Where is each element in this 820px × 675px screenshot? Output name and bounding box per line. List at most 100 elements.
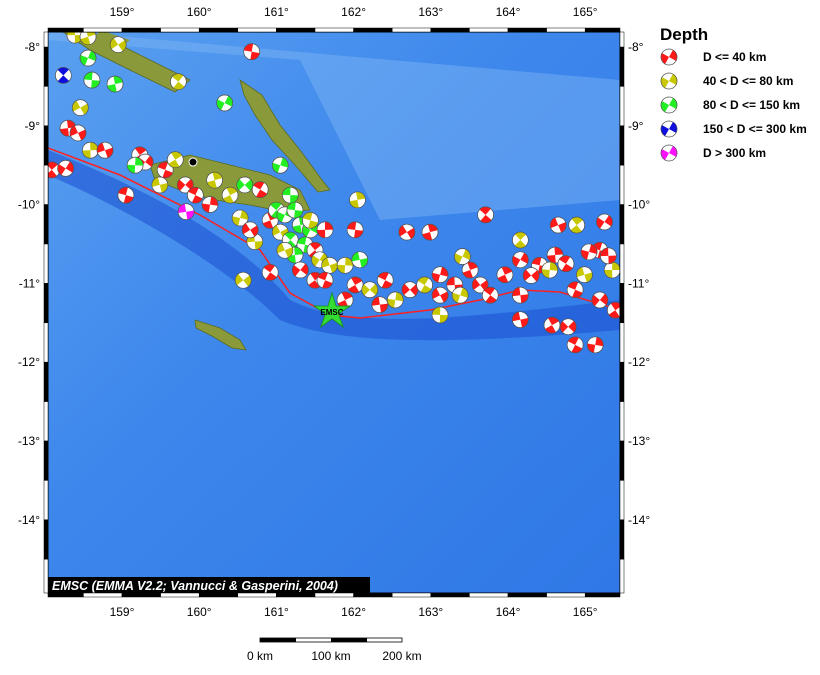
focal-mechanism[interactable] bbox=[216, 94, 233, 112]
credit-bg bbox=[48, 577, 370, 593]
focal-mechanism[interactable] bbox=[522, 267, 540, 284]
focal-mechanism[interactable] bbox=[336, 291, 354, 309]
legend-beachball-icon bbox=[660, 120, 678, 138]
focal-mechanism[interactable] bbox=[234, 271, 252, 289]
focal-mechanism[interactable] bbox=[477, 206, 494, 224]
focal-mechanism[interactable] bbox=[177, 203, 195, 220]
focal-mechanism[interactable] bbox=[512, 231, 529, 249]
focal-mechanism[interactable] bbox=[201, 196, 219, 213]
focal-mechanism[interactable] bbox=[512, 251, 529, 269]
focal-mechanism[interactable] bbox=[431, 306, 449, 324]
focal-mechanism[interactable] bbox=[316, 271, 334, 289]
focal-mechanism[interactable] bbox=[72, 99, 89, 116]
lat-tick-label: -10° bbox=[628, 198, 650, 212]
focal-mechanism[interactable] bbox=[241, 221, 259, 239]
focal-mechanism[interactable] bbox=[346, 221, 364, 239]
focal-mechanism[interactable] bbox=[316, 221, 334, 239]
lat-tick-label: -9° bbox=[25, 119, 41, 133]
focal-mechanism[interactable] bbox=[559, 318, 577, 336]
focal-mechanism[interactable] bbox=[481, 286, 499, 304]
focal-mechanism[interactable] bbox=[421, 223, 439, 241]
focal-mechanism[interactable] bbox=[106, 75, 124, 93]
focal-mechanism[interactable] bbox=[166, 151, 184, 168]
lat-tick-label: -13° bbox=[18, 434, 40, 448]
focal-mechanism[interactable] bbox=[512, 286, 529, 304]
lat-tick-label: -11° bbox=[19, 276, 40, 290]
focal-mechanism[interactable] bbox=[576, 266, 593, 284]
focal-mechanism[interactable] bbox=[321, 256, 338, 274]
focal-mechanism[interactable] bbox=[549, 216, 567, 234]
focal-mechanism[interactable] bbox=[603, 261, 620, 279]
focal-mechanism[interactable] bbox=[351, 251, 369, 269]
focal-mechanism[interactable] bbox=[276, 242, 294, 259]
focal-mechanism[interactable] bbox=[281, 186, 299, 204]
focal-mechanism[interactable] bbox=[109, 36, 127, 53]
focal-mechanism[interactable] bbox=[401, 281, 419, 299]
focal-mechanism[interactable] bbox=[336, 256, 354, 274]
focal-mechanism[interactable] bbox=[251, 181, 269, 198]
focal-mechanism[interactable] bbox=[126, 156, 144, 174]
focal-mechanism[interactable] bbox=[591, 291, 609, 309]
focal-mechanism[interactable] bbox=[286, 201, 304, 219]
focal-mechanism[interactable] bbox=[557, 255, 575, 273]
focal-mechanism[interactable] bbox=[82, 141, 99, 159]
focal-mechanism[interactable] bbox=[177, 176, 194, 194]
focal-mechanism[interactable] bbox=[416, 276, 433, 294]
focal-mechanism[interactable] bbox=[371, 296, 389, 313]
focal-mechanism[interactable] bbox=[566, 281, 584, 299]
focal-mechanism[interactable] bbox=[206, 171, 223, 189]
focal-mechanism[interactable] bbox=[236, 176, 254, 194]
focal-mechanism[interactable] bbox=[79, 29, 97, 46]
focal-mechanism[interactable] bbox=[349, 191, 366, 209]
lon-tick-label: 164° bbox=[496, 5, 521, 19]
focal-mechanism[interactable] bbox=[607, 301, 623, 319]
shallow-shelf bbox=[48, 32, 620, 220]
focal-mechanism[interactable] bbox=[376, 271, 394, 289]
lat-tick-label: -9° bbox=[628, 119, 644, 133]
focal-mechanism[interactable] bbox=[170, 73, 187, 90]
lon-tick-label: 165° bbox=[573, 605, 598, 619]
focal-mechanism[interactable] bbox=[156, 161, 174, 179]
focal-mechanism[interactable] bbox=[451, 286, 469, 304]
focal-mechanism[interactable] bbox=[187, 186, 204, 204]
focal-mechanism[interactable] bbox=[83, 71, 101, 89]
focal-mechanism[interactable] bbox=[398, 223, 416, 241]
map-frame bbox=[43, 27, 625, 598]
focal-mechanism[interactable] bbox=[543, 316, 561, 334]
focal-mechanism[interactable] bbox=[261, 264, 279, 281]
focal-mechanism[interactable] bbox=[496, 266, 514, 284]
focal-mechanism[interactable] bbox=[541, 261, 558, 279]
focal-mechanism[interactable] bbox=[580, 243, 598, 261]
focal-mechanism[interactable] bbox=[271, 156, 289, 174]
focal-mechanism[interactable] bbox=[471, 276, 489, 294]
focal-mechanism[interactable] bbox=[386, 291, 404, 309]
focal-mechanism[interactable] bbox=[346, 276, 364, 294]
focal-mechanism[interactable] bbox=[69, 124, 87, 142]
focal-mechanism[interactable] bbox=[461, 261, 479, 279]
focal-mechanism[interactable] bbox=[292, 261, 309, 279]
legend-item-label: D <= 40 km bbox=[703, 50, 766, 64]
legend-item-label: 80 < D <= 150 km bbox=[703, 98, 800, 112]
focal-mechanism[interactable] bbox=[566, 336, 584, 354]
focal-mechanism[interactable] bbox=[586, 336, 604, 354]
focal-mechanism[interactable] bbox=[151, 176, 169, 194]
focal-mechanism[interactable] bbox=[231, 209, 249, 227]
focal-mechanism[interactable] bbox=[79, 49, 97, 67]
focal-mechanism[interactable] bbox=[361, 281, 379, 299]
focal-mechanism[interactable] bbox=[96, 141, 114, 159]
focal-mechanism[interactable] bbox=[243, 43, 260, 61]
focal-mechanism[interactable] bbox=[57, 160, 74, 177]
focal-mechanism[interactable] bbox=[596, 213, 613, 231]
focal-mechanism[interactable] bbox=[431, 286, 449, 304]
focal-mechanism[interactable] bbox=[55, 67, 72, 84]
epicenter-star-icon[interactable] bbox=[312, 291, 352, 329]
focal-mechanism[interactable] bbox=[117, 186, 135, 204]
focal-mechanism[interactable] bbox=[568, 216, 586, 234]
focal-mechanism[interactable] bbox=[302, 212, 319, 229]
focal-mechanism[interactable] bbox=[431, 266, 449, 284]
focal-mechanism[interactable] bbox=[512, 311, 529, 328]
focal-mechanism[interactable] bbox=[600, 247, 617, 265]
focal-mechanism[interactable] bbox=[454, 248, 471, 265]
focal-mechanism[interactable] bbox=[221, 186, 239, 204]
